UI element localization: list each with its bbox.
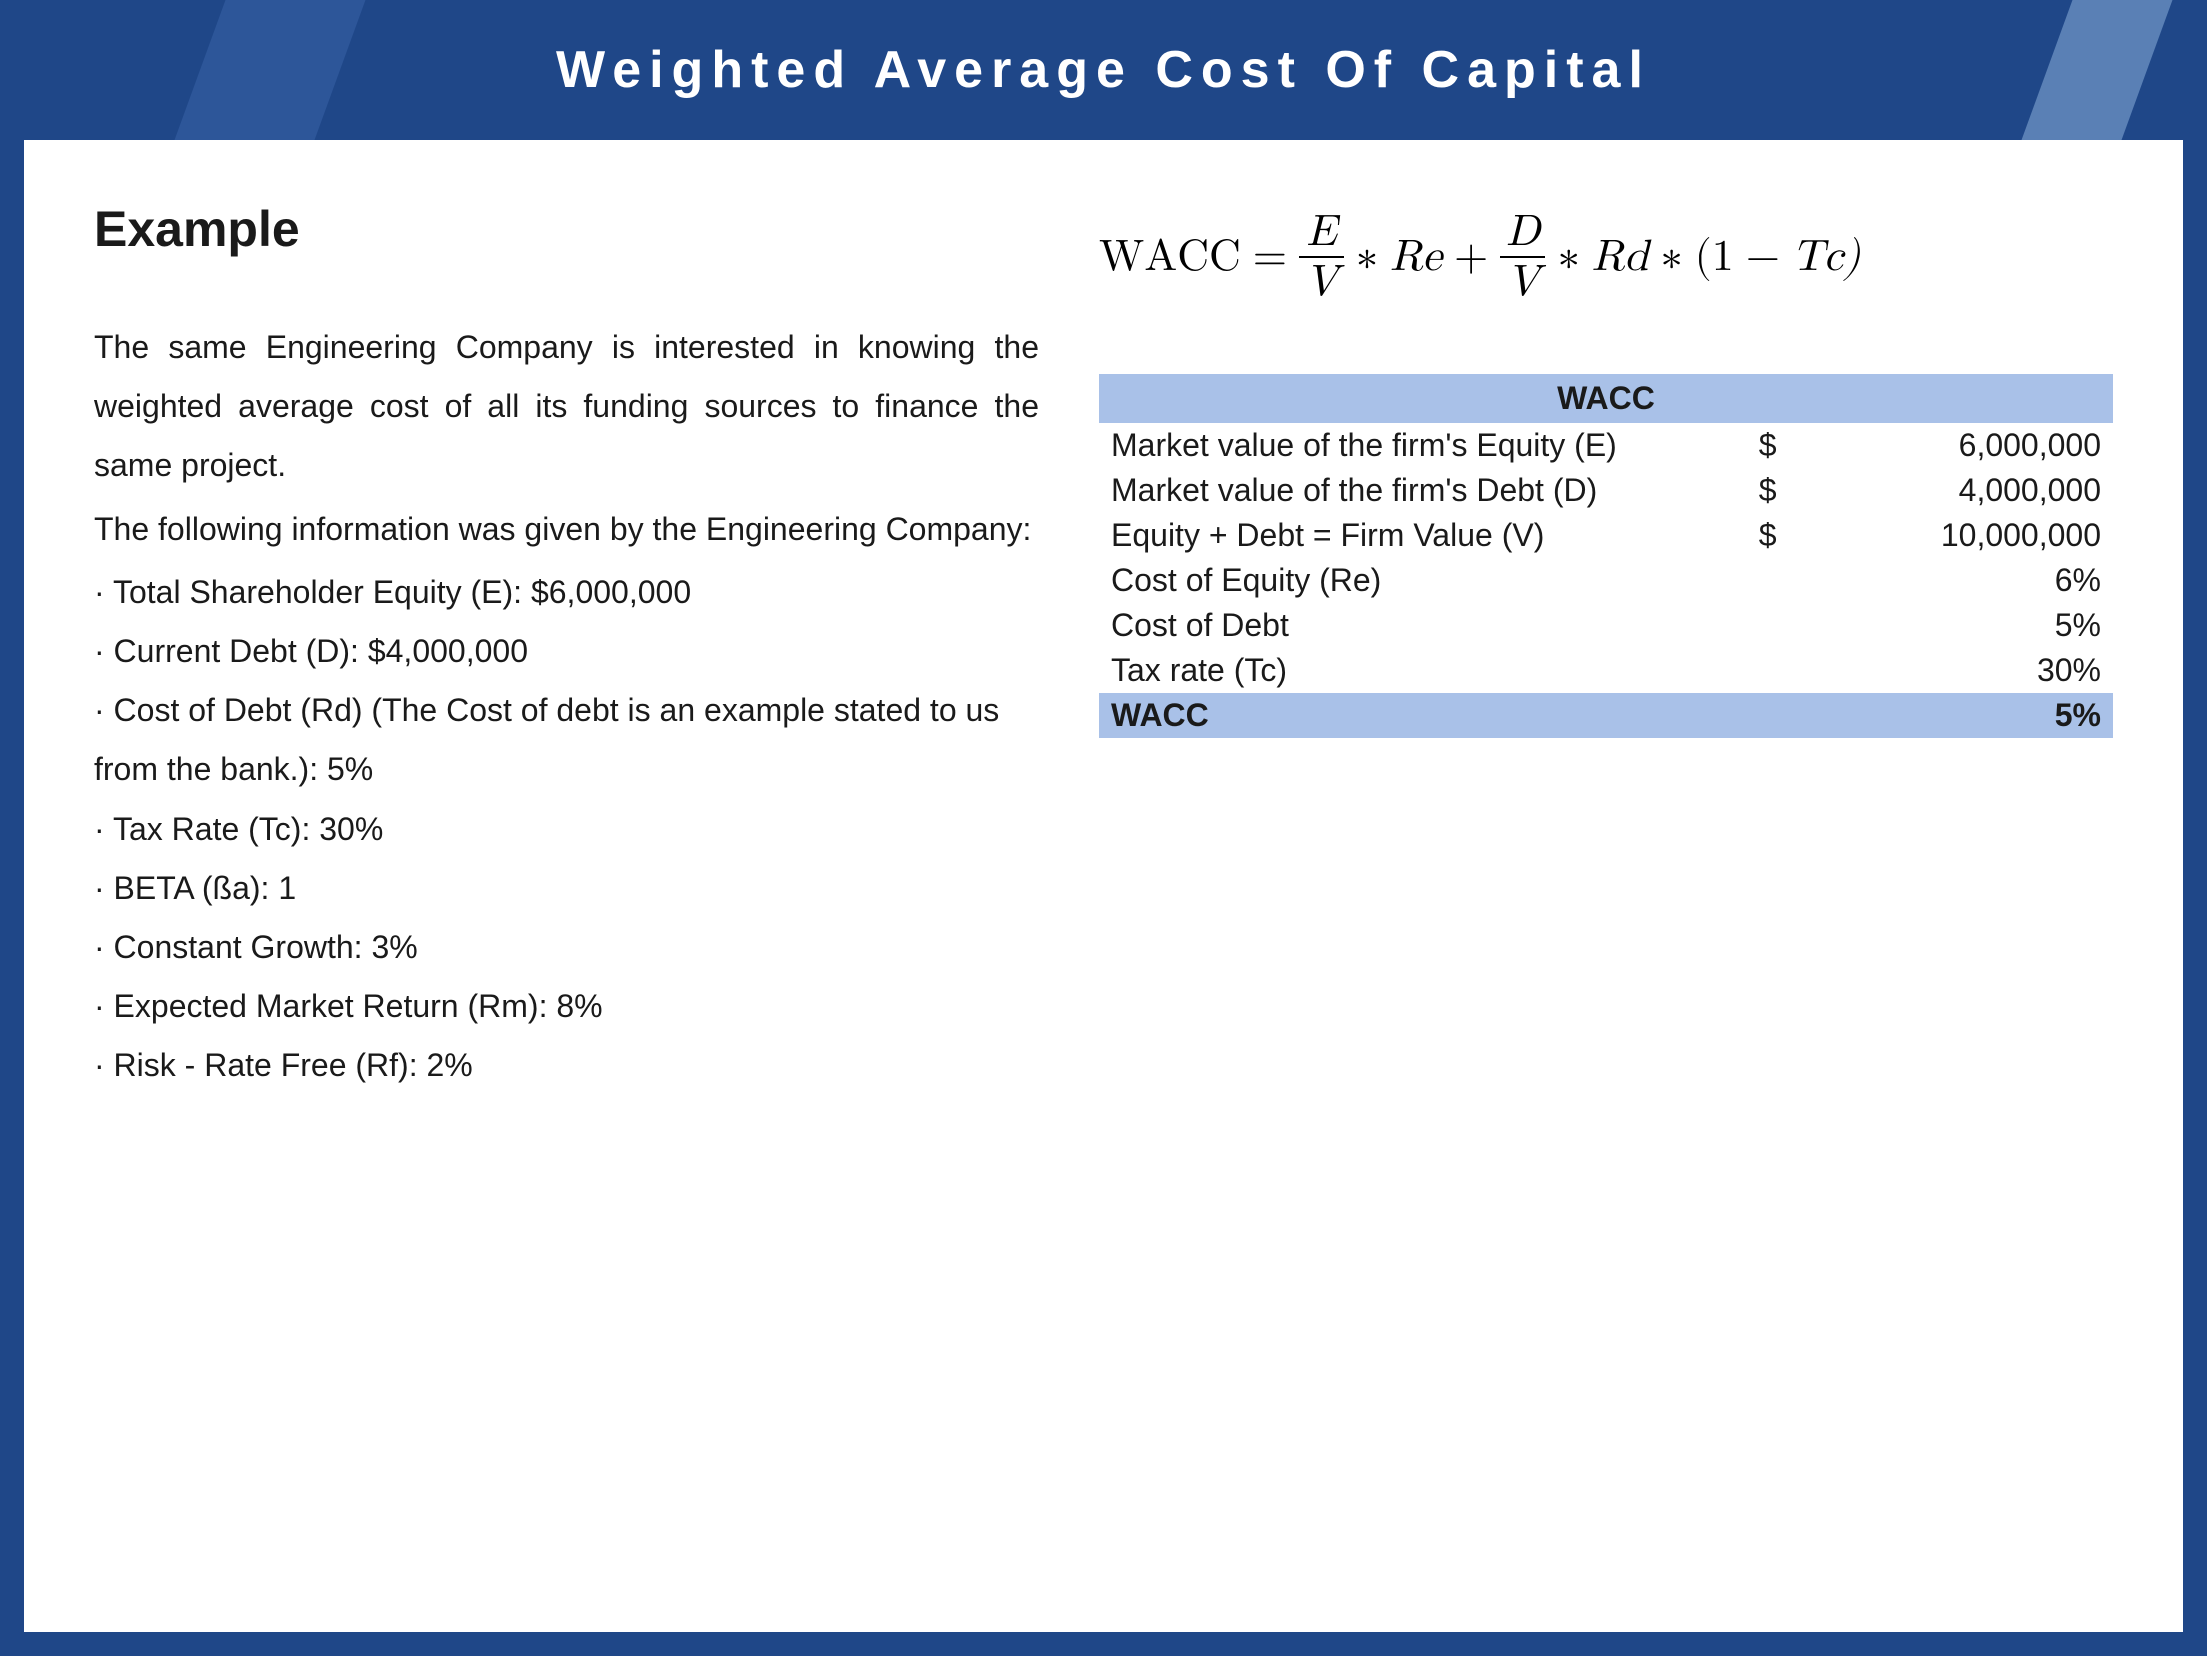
formula-rd: Rd: [1592, 231, 1649, 284]
cell-label: Market value of the firm's Equity (E): [1099, 423, 1728, 468]
table-row: Cost of Debt 5%: [1099, 603, 2113, 648]
bullet-item: · Tax Rate (Tc): 30%: [94, 800, 1039, 859]
formula-op: −: [1746, 231, 1780, 284]
cell-value: 30%: [1789, 648, 2113, 693]
table-row: Equity + Debt = Firm Value (V) $ 10,000,…: [1099, 513, 2113, 558]
left-column: Example The same Engineering Company is …: [94, 200, 1039, 1572]
wacc-formula: WACC = E V ∗ Re + D V ∗ Rd ∗ (1 − Tc): [1099, 210, 2113, 304]
cell-symbol: $: [1728, 513, 1789, 558]
bullet-item: · Cost of Debt (Rd) (The Cost of debt is…: [94, 681, 1039, 799]
cell-label: Cost of Debt: [1099, 603, 1728, 648]
right-column: WACC = E V ∗ Re + D V ∗ Rd ∗ (1 − Tc) WA…: [1099, 200, 2113, 1572]
bullet-list: · Total Shareholder Equity (E): $6,000,0…: [94, 563, 1039, 1096]
bullet-item: · Constant Growth: 3%: [94, 918, 1039, 977]
cell-value: 6%: [1789, 558, 2113, 603]
paragraph-1: The same Engineering Company is interest…: [94, 318, 1039, 496]
bullet-item: · Total Shareholder Equity (E): $6,000,0…: [94, 563, 1039, 622]
cell-symbol: [1728, 603, 1789, 648]
cell-value: 5%: [1789, 603, 2113, 648]
slide-title: Weighted Average Cost Of Capital: [556, 40, 1651, 100]
table-row: Market value of the firm's Debt (D) $ 4,…: [1099, 468, 2113, 513]
formula-op: +: [1454, 231, 1488, 284]
formula-op: ∗: [1558, 231, 1580, 284]
cell-label: WACC: [1099, 693, 1728, 738]
table-row: Market value of the firm's Equity (E) $ …: [1099, 423, 2113, 468]
cell-value: 10,000,000: [1789, 513, 2113, 558]
cell-symbol: [1728, 558, 1789, 603]
cell-label: Market value of the firm's Debt (D): [1099, 468, 1728, 513]
formula-fraction-dv: D V: [1500, 210, 1546, 304]
header-accent-left: [164, 0, 377, 140]
cell-symbol: $: [1728, 423, 1789, 468]
cell-symbol: [1728, 693, 1789, 738]
wacc-table: WACC Market value of the firm's Equity (…: [1099, 374, 2113, 738]
formula-op: ∗: [1356, 231, 1378, 284]
formula-eq: =: [1253, 231, 1287, 284]
bullet-item: · Current Debt (D): $4,000,000: [94, 622, 1039, 681]
cell-label: Tax rate (Tc): [1099, 648, 1728, 693]
formula-open: (1: [1695, 231, 1734, 284]
section-heading: Example: [94, 200, 1039, 258]
formula-tc: Tc): [1792, 231, 1860, 284]
formula-fraction-ev: E V: [1299, 210, 1344, 304]
fraction-denominator: V: [1500, 256, 1545, 304]
cell-label: Cost of Equity (Re): [1099, 558, 1728, 603]
formula-re: Re: [1390, 231, 1442, 284]
table-header: WACC: [1099, 374, 2113, 423]
cell-label: Equity + Debt = Firm Value (V): [1099, 513, 1728, 558]
cell-value: 6,000,000: [1789, 423, 2113, 468]
cell-symbol: $: [1728, 468, 1789, 513]
formula-lhs: WACC: [1099, 231, 1241, 284]
slide-header: Weighted Average Cost Of Capital: [0, 0, 2207, 140]
fraction-numerator: E: [1301, 210, 1343, 256]
slide-content: Example The same Engineering Company is …: [24, 140, 2183, 1632]
fraction-numerator: D: [1500, 210, 1546, 256]
cell-value: 5%: [1789, 693, 2113, 738]
formula-op: ∗: [1661, 231, 1683, 284]
bullet-item: · Expected Market Return (Rm): 8%: [94, 977, 1039, 1036]
bullet-item: · BETA (ßa): 1: [94, 859, 1039, 918]
paragraph-2: The following information was given by t…: [94, 500, 1039, 559]
cell-value: 4,000,000: [1789, 468, 2113, 513]
table-result-row: WACC 5%: [1099, 693, 2113, 738]
bullet-item: · Risk - Rate Free (Rf): 2%: [94, 1036, 1039, 1095]
table-row: Cost of Equity (Re) 6%: [1099, 558, 2113, 603]
table-row: Tax rate (Tc) 30%: [1099, 648, 2113, 693]
fraction-denominator: V: [1299, 256, 1344, 304]
cell-symbol: [1728, 648, 1789, 693]
header-accent-right: [2011, 0, 2184, 140]
